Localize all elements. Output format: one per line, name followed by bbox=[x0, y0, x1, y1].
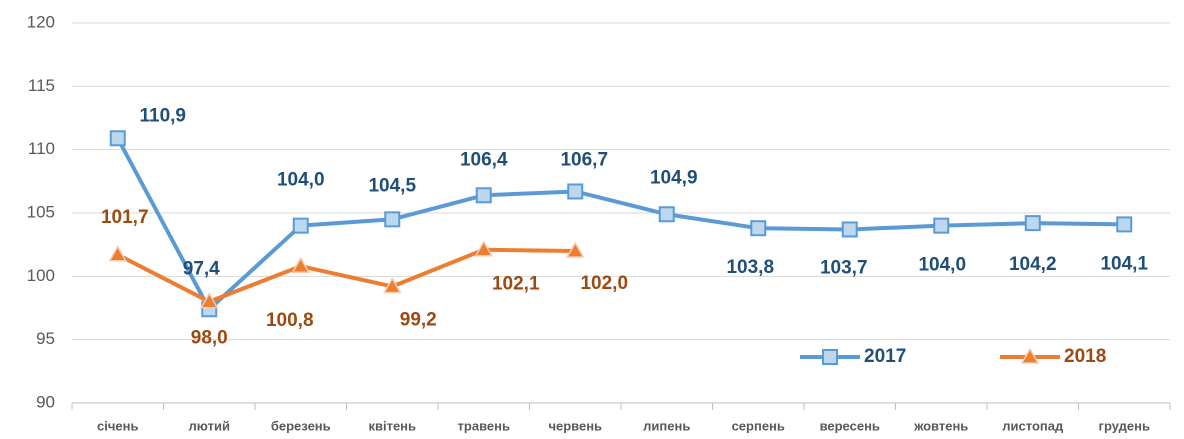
x-tick-label: лютий bbox=[189, 418, 230, 433]
marker bbox=[841, 221, 858, 238]
legend-label: 2018 bbox=[1064, 346, 1106, 367]
x-tick-label: травень bbox=[458, 418, 510, 433]
value-label: 103,7 bbox=[820, 257, 868, 278]
x-tick-label: грудень bbox=[1099, 418, 1150, 433]
legend-marker bbox=[822, 349, 838, 365]
series-line bbox=[115, 137, 1125, 312]
value-label: 104,1 bbox=[1100, 253, 1148, 274]
x-tick-label: квітень bbox=[368, 418, 416, 433]
y-tick-label: 95 bbox=[36, 329, 55, 348]
marker bbox=[750, 220, 767, 237]
x-tick-label: червень bbox=[548, 418, 602, 433]
value-label: 100,8 bbox=[266, 310, 314, 331]
marker bbox=[382, 276, 402, 294]
y-tick-label: 90 bbox=[36, 392, 55, 411]
x-tick-label: листопад bbox=[1002, 418, 1064, 433]
value-label: 102,1 bbox=[492, 274, 540, 295]
marker bbox=[1024, 215, 1041, 232]
marker bbox=[108, 245, 128, 262]
marker bbox=[292, 217, 309, 234]
x-tick-label: липень bbox=[643, 418, 690, 433]
marker bbox=[474, 240, 494, 257]
marker bbox=[291, 256, 311, 273]
marker bbox=[384, 211, 401, 228]
legend-label: 2017 bbox=[864, 346, 906, 367]
x-tick-label: вересень bbox=[820, 418, 880, 433]
marker bbox=[933, 217, 950, 234]
value-label: 103,8 bbox=[726, 257, 774, 278]
x-tick-label: березень bbox=[271, 418, 331, 433]
value-label: 104,0 bbox=[277, 170, 325, 191]
value-label: 98,0 bbox=[191, 328, 228, 349]
marker bbox=[199, 292, 219, 309]
y-tick-label: 105 bbox=[27, 202, 55, 221]
y-tick-label: 100 bbox=[27, 266, 55, 285]
value-label: 104,5 bbox=[368, 175, 416, 196]
legend-marker bbox=[1020, 347, 1040, 364]
marker bbox=[565, 241, 585, 258]
value-label: 106,4 bbox=[460, 149, 508, 170]
value-label: 97,4 bbox=[183, 258, 220, 279]
value-label: 104,9 bbox=[650, 167, 698, 188]
x-tick-label: жовтень bbox=[913, 418, 968, 433]
value-label: 99,2 bbox=[400, 309, 437, 330]
marker bbox=[109, 130, 126, 147]
value-label: 104,0 bbox=[918, 255, 966, 276]
x-tick-label: серпень bbox=[732, 418, 785, 433]
value-label: 104,2 bbox=[1009, 254, 1057, 275]
y-tick-label: 120 bbox=[27, 12, 55, 31]
x-tick-label: січень bbox=[97, 418, 138, 433]
y-tick-label: 110 bbox=[28, 139, 55, 158]
value-label: 106,7 bbox=[560, 149, 608, 170]
value-label: 101,7 bbox=[101, 207, 149, 228]
marker bbox=[567, 183, 584, 200]
series-line bbox=[116, 247, 576, 304]
marker bbox=[658, 206, 675, 223]
marker bbox=[475, 187, 492, 204]
marker bbox=[1116, 216, 1133, 233]
y-tick-label: 115 bbox=[28, 76, 55, 95]
value-label: 110,9 bbox=[140, 105, 187, 126]
value-label: 102,0 bbox=[580, 273, 628, 294]
